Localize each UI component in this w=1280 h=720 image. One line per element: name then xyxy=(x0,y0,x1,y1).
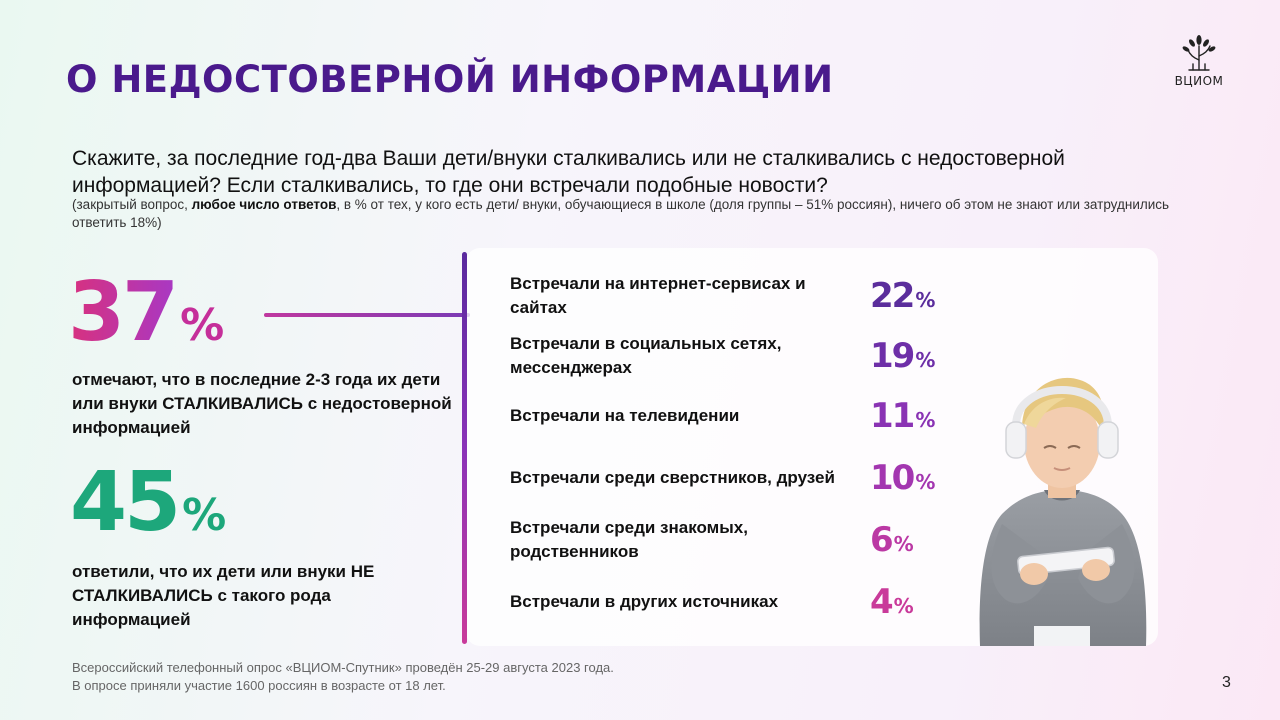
footer-source: Всероссийский телефонный опрос «ВЦИОМ-Сп… xyxy=(72,659,872,695)
survey-question: Скажите, за последние год-два Ваши дети/… xyxy=(72,147,1065,197)
source-row: Встречали в социальных сетях, мессенджер… xyxy=(510,330,950,382)
source-row: Встречали на телевидении 11% xyxy=(510,390,950,442)
note-bold: любое число ответов xyxy=(191,197,337,212)
source-percent: % xyxy=(915,348,936,372)
source-value: 19% xyxy=(870,336,935,376)
logo-text: ВЦИОМ xyxy=(1174,74,1224,88)
source-percent: % xyxy=(893,532,914,556)
footer-line: Всероссийский телефонный опрос «ВЦИОМ-Сп… xyxy=(72,660,614,675)
source-percent: % xyxy=(915,470,936,494)
note-after: , в % от тех, у кого есть дети/ внуки, о… xyxy=(72,197,1170,230)
page-title: О НЕДОСТОВЕРНОЙ ИНФОРМАЦИИ xyxy=(66,58,834,101)
source-label: Встречали среди сверстников, друзей xyxy=(510,468,835,487)
stat-percent: % xyxy=(182,490,227,541)
source-number: 10 xyxy=(870,458,915,498)
source-value: 10% xyxy=(870,458,935,498)
source-row: Встречали на интернет-сервисах и сайтах 2… xyxy=(510,270,950,322)
panel-accent-bar xyxy=(462,252,467,644)
stat-37-description: отмечают, что в последние 2-3 года их де… xyxy=(72,370,452,437)
source-number: 6 xyxy=(870,520,894,560)
source-label: Встречали на интернет-сервисах и сайтах xyxy=(510,274,806,317)
source-row: Встречали в других источниках 4% xyxy=(510,576,950,628)
source-number: 11 xyxy=(870,396,915,436)
child-with-phone-illustration xyxy=(979,377,1147,646)
stat-number: 45 xyxy=(70,455,181,550)
source-number: 22 xyxy=(870,276,915,316)
source-value: 6% xyxy=(870,520,914,560)
vciom-logo: ВЦИОМ xyxy=(1160,34,1238,88)
source-value: 11% xyxy=(870,396,935,436)
tree-logo-icon xyxy=(1182,35,1216,71)
source-number: 4 xyxy=(870,582,894,622)
source-percent: % xyxy=(893,594,914,618)
stat-45-description: ответили, что их дети или внуки НЕ СТАЛК… xyxy=(72,562,375,629)
stat-45-value: 45% xyxy=(70,462,226,544)
page-number: 3 xyxy=(1222,674,1231,691)
connector-line xyxy=(264,313,470,317)
note-before: (закрытый вопрос, xyxy=(72,197,192,212)
footer-line: В опросе приняли участие 1600 россиян в … xyxy=(72,678,446,693)
source-number: 19 xyxy=(870,336,915,376)
question-note: (закрытый вопрос, любое число ответов, в… xyxy=(72,196,1172,232)
stat-percent: % xyxy=(180,300,225,351)
source-label: Встречали среди знакомых, родственников xyxy=(510,518,748,561)
source-value: 22% xyxy=(870,276,935,316)
source-label: Встречали в социальных сетях, мессенджер… xyxy=(510,334,782,377)
stat-37-value: 37% xyxy=(68,272,224,354)
source-percent: % xyxy=(915,288,936,312)
source-label: Встречали на телевидении xyxy=(510,406,740,425)
source-label: Встречали в других источниках xyxy=(510,592,779,611)
source-row: Встречали среди сверстников, друзей 10% xyxy=(510,452,950,504)
stat-number: 37 xyxy=(68,265,179,360)
source-row: Встречали среди знакомых, родственников 6… xyxy=(510,514,950,566)
source-value: 4% xyxy=(870,582,914,622)
source-percent: % xyxy=(915,408,936,432)
